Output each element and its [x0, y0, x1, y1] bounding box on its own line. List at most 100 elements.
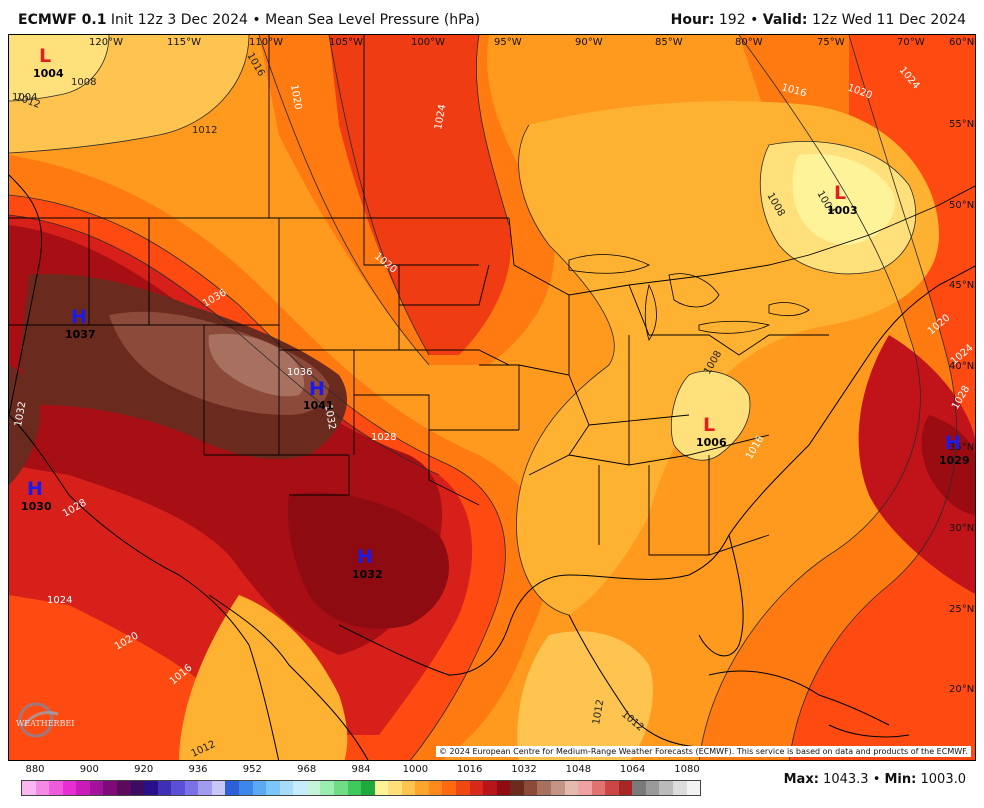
lon-label: 90°W	[575, 37, 603, 48]
colorbar-swatch	[252, 781, 267, 795]
colorbar-swatch	[456, 781, 470, 795]
fill-1012-sw	[179, 595, 348, 760]
colorbar-label: 880	[25, 764, 45, 775]
lon-label: 110°W	[249, 37, 283, 48]
colorbar-swatch	[293, 781, 307, 795]
colorbar-swatch	[401, 781, 416, 795]
colorbar-swatch	[645, 781, 660, 795]
colorbar-swatch	[211, 781, 226, 795]
colorbar-swatch	[62, 781, 77, 795]
colorbar-label: 1016	[456, 764, 483, 775]
isobar-label: 1024	[47, 595, 72, 606]
lat-label: 60°N	[949, 37, 974, 48]
lat-label: 25°N	[949, 604, 974, 615]
lat-label: 45°N	[949, 280, 974, 291]
min-label: Min:	[884, 772, 917, 787]
great-lakes	[568, 254, 810, 341]
isobar-lines	[9, 35, 957, 760]
colorbar-swatch	[523, 781, 538, 795]
longitude-labels: 120°W 115°W 110°W 105°W 100°W 95°W 90°W …	[89, 37, 925, 48]
colorbar-swatch	[578, 781, 592, 795]
fill-1036-coast	[9, 365, 40, 485]
svg-text:H: H	[309, 378, 325, 400]
header-title: ECMWF 0.1 Init 12z 3 Dec 2024 • Mean Sea…	[18, 12, 480, 28]
lon-label: 120°W	[89, 37, 123, 48]
fill-1044	[208, 333, 305, 397]
fill-1028-east	[858, 335, 975, 594]
colorbar-labels: 880 900 920 936 952 968 984 1000 1016 1032 1048 106…	[21, 764, 701, 778]
model-name: ECMWF 0.1	[18, 12, 107, 28]
colorbar-swatch	[550, 781, 565, 795]
svg-text:H: H	[27, 478, 43, 500]
svg-text:1003: 1003	[827, 204, 858, 217]
fill-1004-east	[792, 154, 895, 245]
colorbar-swatch	[225, 781, 239, 795]
hour-value: 192	[718, 12, 746, 28]
svg-text:H: H	[71, 306, 87, 328]
colorbar-swatch	[605, 781, 619, 795]
svg-text:L: L	[834, 182, 846, 204]
lat-label: 50°N	[949, 200, 974, 211]
colorbar-swatch	[510, 781, 524, 795]
colorbar-swatch	[130, 781, 145, 795]
isobar-label: 1024	[433, 104, 448, 131]
svg-text:H: H	[357, 546, 373, 568]
map-header: ECMWF 0.1 Init 12z 3 Dec 2024 • Mean Sea…	[0, 0, 984, 34]
weatherbell-logo: WEATHERBELL	[14, 696, 83, 742]
colorbar-swatch	[361, 781, 375, 795]
lon-label: 100°W	[411, 37, 445, 48]
colorbar-label: 936	[188, 764, 208, 775]
colorbar-swatch	[266, 781, 280, 795]
colorbar-swatch	[618, 781, 633, 795]
colorbar-swatch	[49, 781, 63, 795]
colorbar-swatch	[22, 781, 36, 795]
colorbar-swatch	[496, 781, 511, 795]
header-valid: Hour: 192 • Valid: 12z Wed 11 Dec 2024	[670, 12, 966, 28]
colorbar-label: 1000	[402, 764, 429, 775]
lon-label: 95°W	[494, 37, 522, 48]
colorbar-swatch	[686, 781, 701, 795]
fill-1012-gulf	[517, 631, 653, 760]
colorbar-swatch	[198, 781, 212, 795]
isobar-label: 1028	[371, 432, 396, 443]
lon-label: 105°W	[329, 37, 363, 48]
lon-label: 70°W	[897, 37, 925, 48]
fill-1032-south	[287, 492, 449, 629]
fill-1032-east	[921, 415, 975, 515]
colorbar-label: 1048	[565, 764, 592, 775]
fill-1008-southeast	[671, 371, 750, 461]
copyright-notice: © 2024 European Centre for Medium-Range …	[436, 746, 971, 757]
colorbar-label: 984	[351, 764, 371, 775]
max-value: 1043.3	[823, 772, 869, 787]
isobar-label: 1008	[71, 77, 96, 88]
colorbar-swatch	[442, 781, 456, 795]
colorbar-swatch	[89, 781, 104, 795]
lon-label: 75°W	[817, 37, 845, 48]
colorbar-swatch	[564, 781, 579, 795]
colorbar-swatch	[428, 781, 443, 795]
latitude-labels: 60°N 55°N 50°N 45°N 40°N 35°N 30°N 25°N …	[949, 37, 974, 695]
colorbar-swatch	[279, 781, 294, 795]
colorbar-label: 900	[79, 764, 99, 775]
hour-label: Hour:	[670, 12, 715, 28]
colorbar-swatch	[483, 781, 497, 795]
colorbar-swatch	[374, 781, 389, 795]
colorbar-swatch	[184, 781, 199, 795]
lat-label: 30°N	[949, 523, 974, 534]
colorbar-swatch	[320, 781, 334, 795]
svg-text:L: L	[39, 45, 51, 67]
max-min-stats: Max: 1043.3 • Min: 1003.0	[784, 772, 966, 787]
colorbar-swatch	[591, 781, 606, 795]
pressure-map: 120°W 115°W 110°W 105°W 100°W 95°W 90°W …	[8, 34, 976, 761]
svg-text:L: L	[703, 414, 715, 436]
colorbar-swatch	[347, 781, 362, 795]
coastlines	[9, 174, 975, 760]
colorbar-swatch	[673, 781, 687, 795]
map-canvas: 120°W 115°W 110°W 105°W 100°W 95°W 90°W …	[9, 35, 975, 760]
product-name: Mean Sea Level Pressure (hPa)	[265, 12, 481, 28]
colorbar-label: 920	[134, 764, 154, 775]
colorbar-swatch	[103, 781, 117, 795]
lon-label: 80°W	[735, 37, 763, 48]
high-marker: H 1041	[303, 378, 334, 412]
svg-text:1032: 1032	[352, 568, 383, 581]
